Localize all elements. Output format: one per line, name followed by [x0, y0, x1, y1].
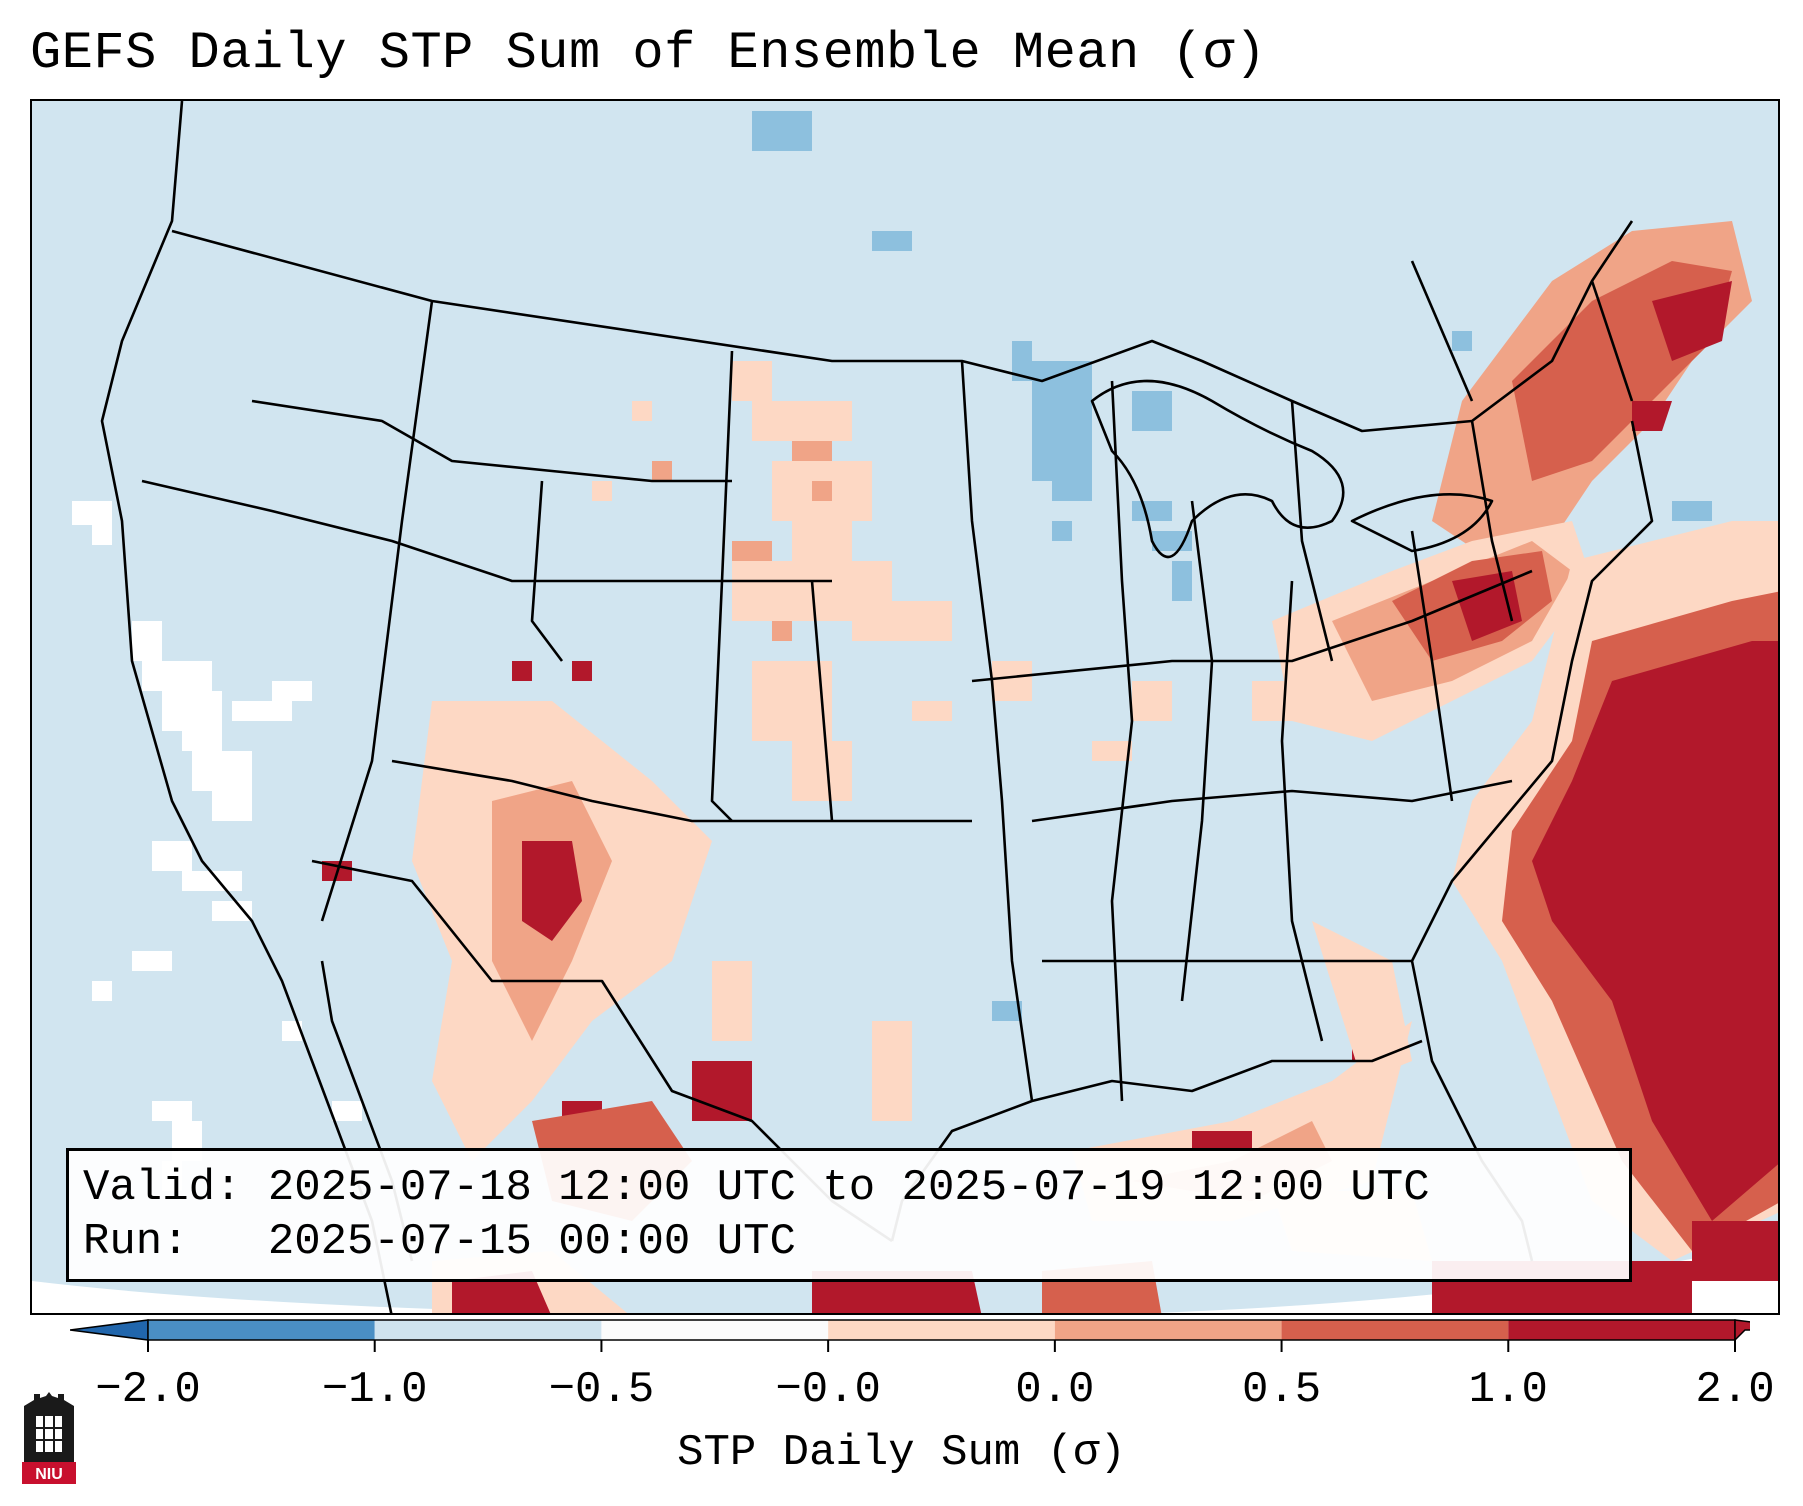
plains-moderate-stp [652, 441, 832, 641]
map-panel [30, 99, 1780, 1315]
plains-scattered-stp [592, 361, 1312, 1121]
niu-logo-text: NIU [35, 1466, 63, 1483]
info-box: Valid: 2025-07-18 12:00 UTC to 2025-07-1… [66, 1148, 1632, 1282]
colorbar-extend-high [1734, 1319, 1750, 1342]
colorbar-segment [148, 1320, 375, 1340]
colorbar-segment [374, 1320, 602, 1340]
colorbar-segment [1281, 1320, 1509, 1340]
niu-logo-window [36, 1416, 62, 1452]
colorbar-segment [1054, 1320, 1282, 1340]
colorbar-segments [147, 1319, 1736, 1341]
colorbar-extend-low [70, 1319, 149, 1341]
map-title: GEFS Daily STP Sum of Ensemble Mean (σ) [30, 24, 1267, 83]
atlantic-offshore-high-stp [1432, 521, 1778, 1313]
niu-logo: NIU [22, 1392, 76, 1484]
niu-logo-banner [22, 1462, 76, 1484]
great-lakes [1090, 379, 1345, 559]
colorbar-tick-label: 1.0 [1468, 1365, 1548, 1415]
colorbar-ticks [147, 1340, 1736, 1352]
run-time-text: Run: 2025-07-15 00:00 UTC [83, 1217, 796, 1267]
map-svg [32, 101, 1778, 1313]
niu-logo-grid [36, 1416, 62, 1452]
colorbar-segment [601, 1320, 829, 1340]
upper-midwest-negative-stp [752, 111, 1712, 1021]
projection-domain [32, 101, 1778, 1313]
colorbar-tick-label: 0.5 [1241, 1365, 1322, 1415]
colorbar-tick-label: 2.0 [1695, 1365, 1775, 1415]
colorbar-segment [828, 1320, 1055, 1340]
colorbar-tick-label: −0.5 [548, 1365, 655, 1415]
colorbar-label: STP Daily Sum (σ) [677, 1428, 1126, 1478]
colorbar-segment [1508, 1320, 1735, 1340]
pacific-coastline [100, 101, 393, 1313]
us-canada-border [171, 220, 1634, 433]
colorbar [70, 1319, 1750, 1352]
colorbar-tick-label: −0.0 [775, 1365, 881, 1415]
colorbar-tick-label: 0.0 [1015, 1365, 1095, 1415]
colorbar-tick-label: −1.0 [321, 1365, 428, 1415]
colorbar-tick-label: −2.0 [95, 1365, 201, 1415]
valid-time-text: Valid: 2025-07-18 12:00 UTC to 2025-07-1… [83, 1163, 1430, 1213]
